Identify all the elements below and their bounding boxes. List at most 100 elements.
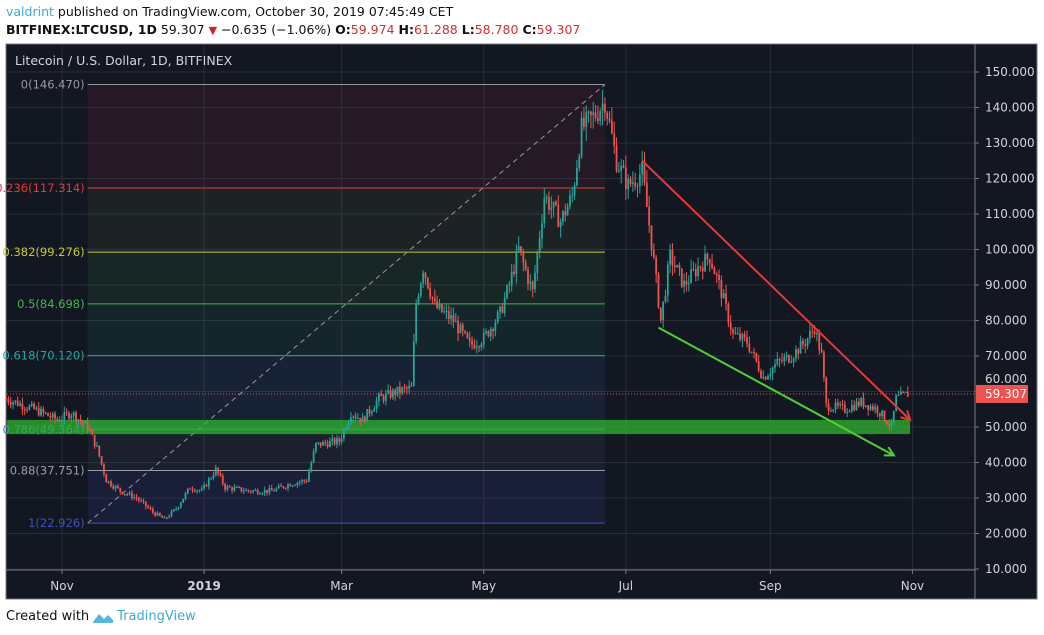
candle <box>799 335 802 354</box>
price-tick-label: 30.000 <box>985 491 1027 505</box>
candle-body <box>811 330 814 332</box>
candle-body <box>776 359 779 365</box>
fib-level-label: 1(22.926) <box>28 516 85 530</box>
candle-body <box>350 417 352 423</box>
candle <box>867 405 870 416</box>
candle-body <box>368 409 371 414</box>
candle <box>452 307 455 329</box>
candle-body <box>21 403 24 410</box>
candle <box>597 105 599 125</box>
candle <box>249 490 252 494</box>
candle-body <box>781 360 783 362</box>
candle-body <box>315 442 317 452</box>
candle-body <box>527 269 529 284</box>
candle-body <box>322 441 324 446</box>
candle <box>804 338 807 354</box>
candle <box>531 280 534 298</box>
candle <box>179 501 182 509</box>
candle <box>473 338 476 350</box>
fibonacci-retracement[interactable]: 0(146.470) 0.236(117.314) 0.382(99.276) 0.5… <box>0 78 606 531</box>
author-link[interactable]: valdrint <box>6 4 54 19</box>
candle <box>659 307 662 324</box>
candle-body <box>501 306 504 313</box>
candle <box>221 473 224 486</box>
candle-body <box>555 201 557 205</box>
candle-body <box>196 490 199 492</box>
tradingview-link[interactable]: TradingView <box>117 609 196 624</box>
candle <box>697 257 699 281</box>
candle-body <box>671 249 674 266</box>
candle-body <box>42 408 45 413</box>
candle-body <box>652 250 655 258</box>
price-tick-label: 90.000 <box>985 278 1027 292</box>
candle-body <box>767 376 769 380</box>
candle <box>245 488 247 492</box>
candle <box>520 246 522 256</box>
candle <box>690 259 692 284</box>
candle-body <box>550 207 553 210</box>
candle-body <box>49 416 52 418</box>
candle-body <box>741 334 744 340</box>
support-zone-rect[interactable] <box>7 419 911 435</box>
candle-body <box>606 112 609 119</box>
candle-body <box>47 413 49 417</box>
price-tick-label: 70.000 <box>985 349 1027 363</box>
candle-body <box>207 478 210 487</box>
support-zone[interactable] <box>7 419 911 435</box>
candle <box>175 506 178 511</box>
candle-body <box>485 331 487 333</box>
support-trendline[interactable] <box>658 326 895 457</box>
candle-body <box>219 473 222 476</box>
candle <box>494 319 497 337</box>
candle-body <box>357 418 359 420</box>
candle <box>14 400 17 406</box>
candle-body <box>492 329 494 332</box>
candle-body <box>871 406 874 410</box>
candle <box>459 322 462 334</box>
candle <box>298 480 301 487</box>
candles <box>5 90 909 520</box>
candle-body <box>184 493 187 499</box>
time-axis[interactable]: Nov 2019 Mar May Jul Sep Nov <box>50 570 924 593</box>
candle-body <box>161 515 164 518</box>
candle <box>480 342 483 351</box>
fib-band <box>87 84 605 189</box>
candle <box>485 328 487 336</box>
candle-body <box>133 496 136 499</box>
candle <box>9 396 12 409</box>
candle <box>370 410 373 417</box>
candle <box>461 322 464 337</box>
candle <box>536 250 539 282</box>
fib-level-label: 0.5(84.698) <box>17 297 85 311</box>
candle-body <box>704 253 706 272</box>
candle <box>613 121 616 155</box>
candle-body <box>545 197 548 199</box>
candle-body <box>820 349 823 353</box>
candle-body <box>508 284 511 286</box>
candle <box>802 338 804 349</box>
candle <box>725 284 727 311</box>
trendlines[interactable] <box>7 160 975 457</box>
candle-body <box>613 133 616 146</box>
candle <box>170 509 173 518</box>
candle-body <box>233 487 236 491</box>
candle <box>797 347 800 360</box>
price-axis[interactable]: 150.000 140.000 130.000 120.000 110.000 100.0… <box>975 65 1035 576</box>
candle <box>242 487 245 495</box>
candle-body <box>457 321 459 334</box>
candle-body <box>899 391 902 395</box>
candle <box>559 218 562 238</box>
candle-body <box>405 387 408 389</box>
candle <box>247 489 250 493</box>
candle <box>897 390 900 397</box>
candle <box>429 282 432 301</box>
time-tick-label: 2019 <box>187 579 220 593</box>
price-tick-label: 140.000 <box>985 101 1035 115</box>
candle <box>676 264 679 268</box>
last-price: 59.307 <box>160 22 205 37</box>
close-label: C: <box>522 22 537 37</box>
candle-body <box>61 419 63 422</box>
resistance-trendline[interactable] <box>641 160 911 421</box>
candle-body <box>904 391 907 393</box>
